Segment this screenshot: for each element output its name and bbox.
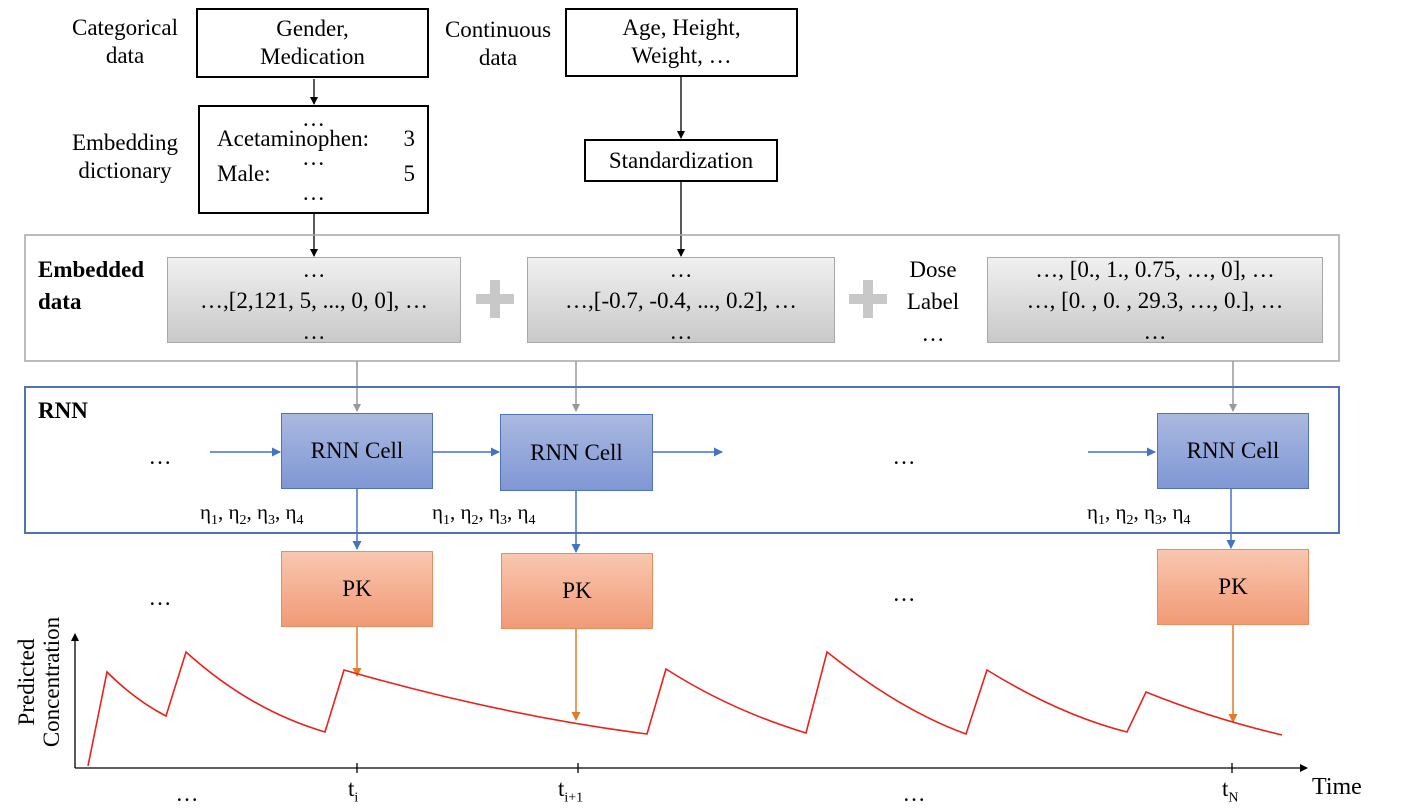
continuous-label-line2: data	[478, 45, 518, 70]
tick-label-tn: tN	[1222, 776, 1239, 806]
embedding-dictionary-label: Embedding dictionary	[50, 129, 200, 185]
eta-parameters: η1, η2, η3, η4	[200, 500, 304, 529]
y-axis-label-line2: Concentration	[39, 616, 64, 748]
pk-model-box: PK	[281, 551, 433, 627]
pk-label: PK	[1218, 574, 1248, 599]
concentration-curve	[87, 650, 1283, 767]
rnn-frame	[24, 386, 1340, 534]
dictionary-value: 5	[403, 161, 416, 186]
ellipsis: …	[302, 256, 326, 282]
label-text: Label	[906, 289, 960, 314]
categorical-data-label: Categorical data	[50, 14, 200, 70]
embedded-dose-block: …, [0., 1., 0.75, …, 0], … …, [0. , 0. ,…	[987, 256, 1323, 344]
dictionary-key: Acetaminophen:	[217, 126, 370, 151]
ellipsis: …	[302, 180, 325, 205]
rnn-cell-label: RNN Cell	[310, 438, 404, 463]
categorical-data-box: Gender, Medication	[196, 8, 429, 78]
standardization-box: Standardization	[584, 139, 778, 182]
embedded-continuous-row: …,[-0.7, -0.4, ..., 0.2], …	[565, 287, 797, 313]
tick-label-ti1: ti+1	[558, 776, 584, 806]
continuous-box-line2: Weight, …	[631, 43, 732, 68]
embedded-data-frame	[24, 234, 1340, 362]
eta-parameters: η1, η2, η3, η4	[432, 500, 536, 529]
pk-label: PK	[342, 576, 372, 601]
ellipsis: …	[148, 444, 172, 469]
ellipsis: …	[302, 106, 325, 131]
dose-text: Dose	[909, 257, 957, 282]
dose-label-text: Dose Label …	[893, 254, 973, 350]
plus-sign	[476, 280, 514, 318]
ellipsis: …	[175, 781, 199, 806]
categorical-box-line2: Medication	[260, 44, 365, 69]
categorical-label-line2: data	[105, 43, 145, 68]
ellipsis: …	[902, 781, 926, 806]
embedding-dictionary-box: … Acetaminophen: 3 … Male: 5 …	[198, 105, 429, 214]
embedded-label-line2: data	[38, 289, 82, 314]
embedded-categorical-block: … …,[2,121, 5, ..., 0, 0], … …	[167, 256, 461, 344]
continuous-data-box: Age, Height, Weight, …	[565, 8, 798, 77]
rnn-cell-label: RNN Cell	[530, 439, 623, 465]
rnn-label: RNN	[38, 398, 88, 423]
plus-sign	[849, 280, 887, 318]
tick-label-ti: ti	[348, 776, 359, 806]
embedded-dose-row: …, [0., 1., 0.75, …, 0], …	[1035, 256, 1275, 282]
dictionary-value: 3	[403, 126, 416, 151]
ellipsis: …	[921, 321, 945, 346]
ellipsis: …	[1143, 318, 1167, 344]
rnn-cell: RNN Cell	[281, 413, 433, 489]
ellipsis: …	[302, 145, 325, 170]
standardization-label: Standardization	[608, 148, 754, 173]
ellipsis: …	[148, 585, 172, 610]
ellipsis: …	[669, 256, 693, 282]
x-axis-label: Time	[1312, 774, 1362, 800]
dictionary-key: Male:	[217, 161, 271, 186]
categorical-label-line1: Categorical	[71, 15, 178, 40]
ellipsis: …	[892, 444, 916, 469]
continuous-box-line1: Age, Height,	[622, 15, 741, 40]
embedded-categorical-row: …,[2,121, 5, ..., 0, 0], …	[199, 287, 429, 313]
embedded-data-label: Embedded data	[38, 254, 144, 318]
continuous-label-line1: Continuous	[444, 17, 552, 42]
y-axis-label-line1: Predicted	[14, 638, 39, 726]
embedding-label-line2: dictionary	[78, 158, 172, 183]
embedded-label-line1: Embedded	[38, 257, 145, 282]
pk-model-box: PK	[501, 553, 653, 629]
ellipsis: …	[669, 318, 693, 344]
rnn-cell: RNN Cell	[500, 414, 653, 491]
embedded-continuous-block: … …,[-0.7, -0.4, ..., 0.2], … …	[527, 256, 835, 344]
rnn-cell-label: RNN Cell	[1186, 438, 1280, 463]
embedding-label-line1: Embedding	[71, 130, 179, 155]
rnn-cell: RNN Cell	[1157, 413, 1309, 489]
categorical-box-line1: Gender,	[276, 16, 349, 41]
ellipsis: …	[892, 581, 916, 606]
eta-parameters: η1, η2, η3, η4	[1087, 500, 1191, 529]
ellipsis: …	[302, 318, 326, 344]
y-axis-label: Predicted Concentration	[14, 602, 64, 762]
embedded-label-row: …, [0. , 0. , 29.3, …, 0.], …	[1026, 287, 1284, 313]
pk-model-box: PK	[1157, 549, 1309, 625]
pk-label: PK	[562, 578, 592, 603]
continuous-data-label: Continuous data	[434, 16, 562, 72]
